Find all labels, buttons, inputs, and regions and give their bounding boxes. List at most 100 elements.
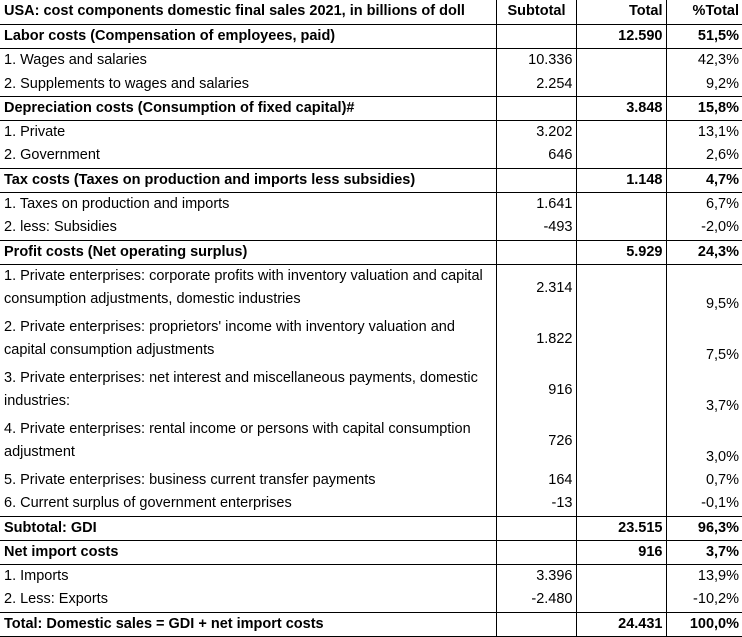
row-label: Depreciation costs (Consumption of fixed… <box>0 95 497 122</box>
total-cell <box>576 48 667 73</box>
row-label: 1. Taxes on production and imports <box>0 192 497 217</box>
total-cell <box>576 192 667 217</box>
pct-total-cell: 42,3% <box>697 52 739 69</box>
total-cell: 1.148 <box>576 167 667 194</box>
row-label: Total: Domestic sales = GDI + net import… <box>0 611 497 637</box>
total-cell: 24.431 <box>576 611 667 637</box>
pct-total-cell: 100,0% <box>666 611 742 637</box>
pct-total-cell: 3,7% <box>705 397 739 414</box>
total-row: Total: Domestic sales = GDI + net import… <box>0 611 742 637</box>
subtotal-cell: 1.641 <box>496 192 577 217</box>
total-cell <box>576 144 667 169</box>
table-row: 1. Wages and salaries 10.336 42,3% <box>0 48 742 73</box>
total-cell <box>576 72 667 97</box>
subtotal-cell: 2.254 <box>496 72 577 97</box>
row-label: 4. Private enterprises: rental income or… <box>0 417 497 469</box>
total-cell <box>576 417 667 469</box>
pct-total-cell: 9,2% <box>705 75 739 92</box>
total-cell: 916 <box>576 539 667 566</box>
table-row: 2. less: Subsidies -493 -2,0% <box>0 216 742 241</box>
row-label: 2. less: Subsidies <box>0 216 497 241</box>
pct-total-cell: 2,6% <box>705 147 739 164</box>
row-label: 1. Imports <box>0 564 497 589</box>
row-label: Labor costs (Compensation of employees, … <box>0 23 497 50</box>
subtotal-cell: 726 <box>496 417 577 469</box>
total-cell: 23.515 <box>576 515 667 541</box>
row-label: 2. Government <box>0 144 497 169</box>
table-row: 1. Private enterprises: corporate profit… <box>0 264 742 316</box>
subtotal-cell <box>496 167 577 194</box>
section-row: Tax costs (Taxes on production and impor… <box>0 167 742 194</box>
subtotal-cell <box>496 239 577 265</box>
pct-total-cell: 24,3% <box>666 239 742 265</box>
table-row: 1. Imports 3.396 13,9% <box>0 564 742 589</box>
pct-total-cell: -10,2% <box>693 591 739 608</box>
pct-total-cell: 9,5% <box>705 295 739 312</box>
total-cell <box>576 216 667 241</box>
subtotal-cell <box>496 539 577 566</box>
pct-total-column-header: %Total <box>666 0 742 25</box>
row-label: 1. Private <box>0 120 497 145</box>
row-label: 2. Supplements to wages and salaries <box>0 72 497 97</box>
pct-total-cell: 3,0% <box>705 448 739 465</box>
row-label: 2. Less: Exports <box>0 588 497 613</box>
subtotal-cell <box>496 23 577 50</box>
pct-total-cell: -0,1% <box>701 495 739 512</box>
pct-total-cell: 7,5% <box>705 346 739 363</box>
subtotal-cell: 1.822 <box>496 315 577 367</box>
table-row: 2. Government 646 2,6% <box>0 144 742 169</box>
total-cell: 3.848 <box>576 95 667 122</box>
section-row: Net import costs 916 3,7% <box>0 539 742 566</box>
row-label: 1. Wages and salaries <box>0 48 497 73</box>
pct-total-cell: 4,7% <box>666 167 742 194</box>
table-title: USA: cost components domestic final sale… <box>0 0 497 25</box>
table-row: 2. Private enterprises: proprietors' inc… <box>0 315 742 367</box>
table-row: 6. Current surplus of government enterpr… <box>0 492 742 517</box>
row-label: 6. Current surplus of government enterpr… <box>0 492 497 517</box>
row-label: Tax costs (Taxes on production and impor… <box>0 167 497 194</box>
total-cell: 12.590 <box>576 23 667 50</box>
total-cell <box>576 264 667 316</box>
total-cell <box>576 315 667 367</box>
row-label: 1. Private enterprises: corporate profit… <box>0 264 497 316</box>
subtotal-cell: -13 <box>496 492 577 517</box>
table-row: 1. Private 3.202 13,1% <box>0 120 742 145</box>
section-row: Labor costs (Compensation of employees, … <box>0 23 742 50</box>
pct-total-cell: 13,1% <box>697 124 739 141</box>
subtotal-cell: 10.336 <box>496 48 577 73</box>
header-row: USA: cost components domestic final sale… <box>0 0 742 25</box>
total-cell <box>576 468 667 493</box>
pct-total-cell: 15,8% <box>666 95 742 122</box>
table-row: 4. Private enterprises: rental income or… <box>0 417 742 469</box>
subtotal-cell <box>496 95 577 122</box>
subtotal-cell: 3.396 <box>496 564 577 589</box>
subtotal-cell: 3.202 <box>496 120 577 145</box>
row-label: 5. Private enterprises: business current… <box>0 468 497 493</box>
total-cell <box>576 564 667 589</box>
subtotal-cell <box>496 515 577 541</box>
total-cell <box>576 588 667 613</box>
pct-total-cell: 0,7% <box>705 471 739 488</box>
subtotal-row: Subtotal: GDI 23.515 96,3% <box>0 515 742 541</box>
subtotal-cell: -493 <box>496 216 577 241</box>
table-row: 5. Private enterprises: business current… <box>0 468 742 493</box>
pct-total-cell: 13,9% <box>697 568 739 585</box>
row-label: Profit costs (Net operating surplus) <box>0 239 497 265</box>
subtotal-cell: 646 <box>496 144 577 169</box>
subtotal-column-header: Subtotal <box>496 0 577 25</box>
total-cell <box>576 120 667 145</box>
subtotal-cell: 916 <box>496 366 577 418</box>
subtotal-cell: 2.314 <box>496 264 577 316</box>
row-label: 2. Private enterprises: proprietors' inc… <box>0 315 497 367</box>
total-column-header: Total <box>576 0 667 25</box>
pct-total-cell: -2,0% <box>701 219 739 236</box>
table-row: 3. Private enterprises: net interest and… <box>0 366 742 418</box>
section-row: Profit costs (Net operating surplus) 5.92… <box>0 239 742 265</box>
pct-total-cell: 96,3% <box>666 515 742 541</box>
total-cell: 5.929 <box>576 239 667 265</box>
total-cell <box>576 366 667 418</box>
table-row: 2. Less: Exports -2.480 -10,2% <box>0 588 742 613</box>
table-row: 1. Taxes on production and imports 1.641 6… <box>0 192 742 217</box>
